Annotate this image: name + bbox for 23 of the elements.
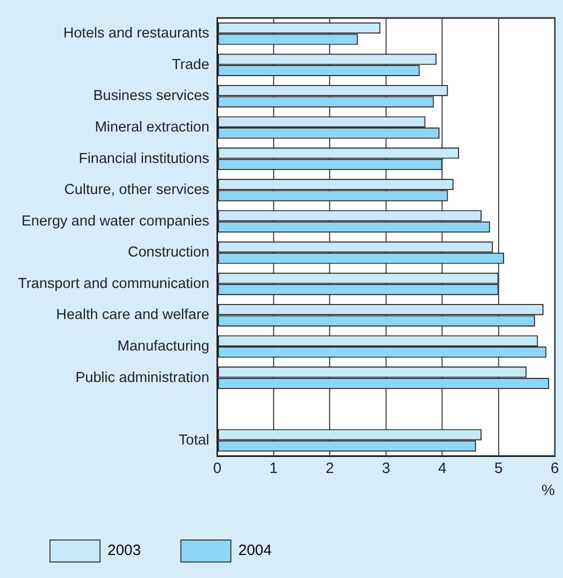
y-tick-label: Culture, other services [64,182,210,198]
x-tick-label: 5 [494,460,503,478]
x-tick-label: 4 [438,460,446,478]
y-tick-label: Mineral extraction [94,120,210,136]
x-tick-label: 2 [326,460,334,478]
y-tick-label: Total [178,432,210,448]
y-tick-label: Energy and water companies [21,213,210,230]
x-tick-label: 0 [213,460,222,478]
x-axis-title: % [541,482,555,500]
legend-label: 2003 [108,542,141,560]
legend-label: 2004 [238,542,272,560]
y-tick-label: Construction [128,244,210,261]
y-tick-label: Health care and welfare [56,307,210,324]
y-tick-label: Hotels and restaurants [63,26,210,42]
x-tick-label: 3 [382,460,390,478]
y-tick-label: Business services [93,88,210,104]
y-tick-label: Public administration [75,370,210,386]
x-tick-label: 1 [269,460,278,478]
y-tick-label: Trade [172,56,210,73]
x-tick-label: 6 [550,460,559,478]
y-tick-label: Financial institutions [78,150,210,167]
y-tick-label: Manufacturing [117,338,210,354]
y-tick-label: Transport and communication [18,276,210,292]
